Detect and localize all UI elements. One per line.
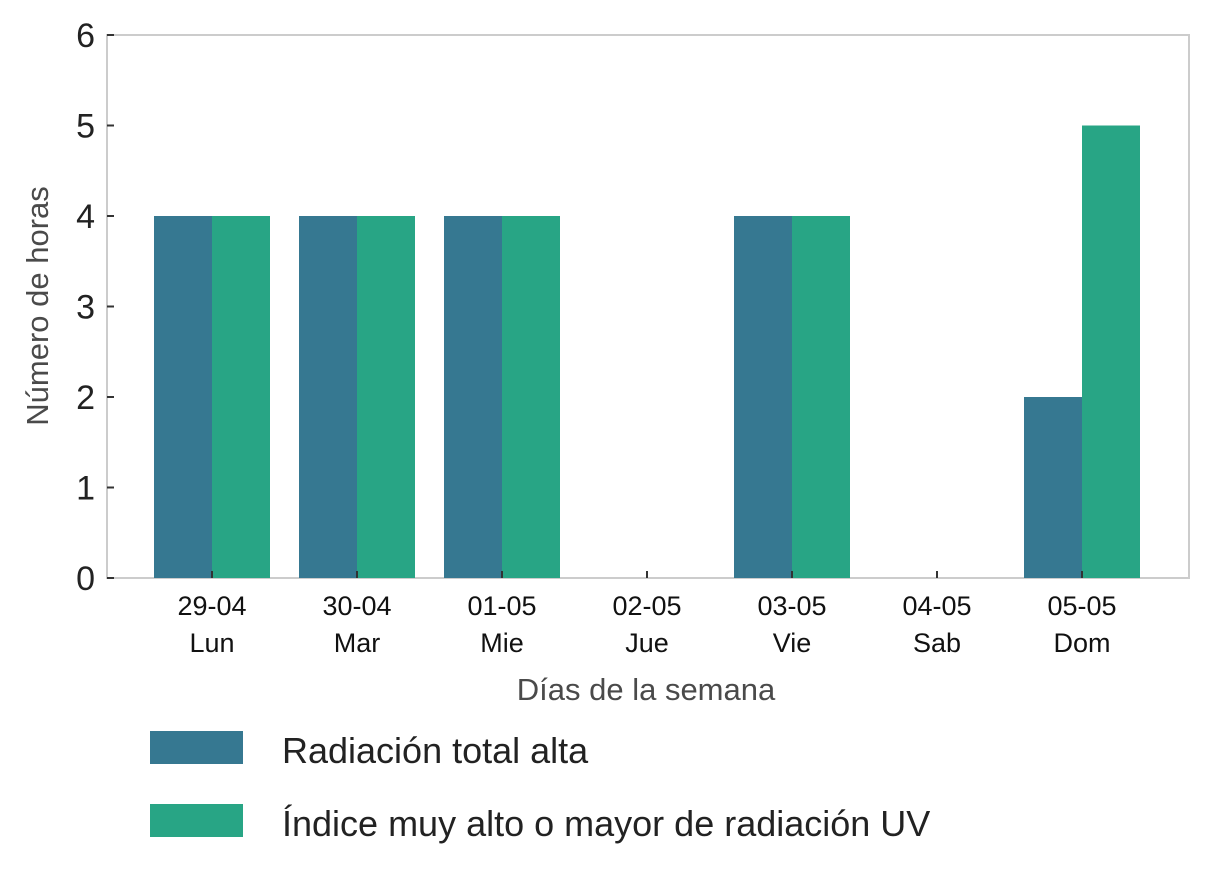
x-tick-label-date-7: 05-05	[1047, 591, 1116, 621]
bars-group	[154, 125, 1140, 578]
bar-series-2-3	[502, 216, 560, 578]
legend-swatch-series-2	[150, 804, 243, 837]
x-tick-label-day-7: Dom	[1053, 628, 1110, 658]
y-axis-label: Número de horas	[20, 186, 55, 426]
y-tick-label-2: 2	[76, 379, 95, 417]
x-axis-label: Días de la semana	[517, 672, 776, 707]
x-tick-label-date-1: 29-04	[177, 591, 246, 621]
bar-series-1-3	[444, 216, 502, 578]
y-tick-label-6: 6	[76, 17, 95, 55]
x-tick-label-day-3: Mie	[480, 628, 524, 658]
bar-series-1-5	[734, 216, 792, 578]
bar-series-2-5	[792, 216, 850, 578]
x-tick-label-date-4: 02-05	[612, 591, 681, 621]
y-axis: 0 1 2 3 4 5 6	[76, 17, 114, 598]
x-axis: 29-04 Lun 30-04 Mar 01-05 Mie 02-05 Jue 03-05 Vie…	[177, 571, 1117, 658]
x-tick-label-day-2: Mar	[334, 628, 381, 658]
x-tick-label-day-4: Jue	[625, 628, 669, 658]
legend: Radiación total alta Índice muy alto o m…	[150, 730, 930, 844]
x-tick-label-day-5: Vie	[773, 628, 812, 658]
y-tick-label-5: 5	[76, 108, 95, 146]
y-tick-label-1: 1	[76, 470, 95, 508]
y-tick-label-3: 3	[76, 289, 95, 327]
bar-series-1-7	[1024, 397, 1082, 578]
x-tick-label-date-5: 03-05	[757, 591, 826, 621]
x-tick-label-date-3: 01-05	[467, 591, 536, 621]
legend-label-series-1: Radiación total alta	[282, 730, 589, 771]
bar-series-1-1	[154, 216, 212, 578]
bar-series-2-7	[1082, 125, 1140, 578]
x-tick-label-date-6: 04-05	[902, 591, 971, 621]
y-tick-label-4: 4	[76, 198, 95, 236]
x-tick-label-date-2: 30-04	[322, 591, 391, 621]
y-tick-label-0: 0	[76, 560, 95, 598]
x-tick-label-day-1: Lun	[189, 628, 234, 658]
legend-swatch-series-1	[150, 731, 243, 764]
x-tick-label-day-6: Sab	[913, 628, 961, 658]
legend-label-series-2: Índice muy alto o mayor de radiación UV	[282, 803, 930, 844]
bar-series-2-2	[357, 216, 415, 578]
bar-series-1-2	[299, 216, 357, 578]
bar-series-2-1	[212, 216, 270, 578]
